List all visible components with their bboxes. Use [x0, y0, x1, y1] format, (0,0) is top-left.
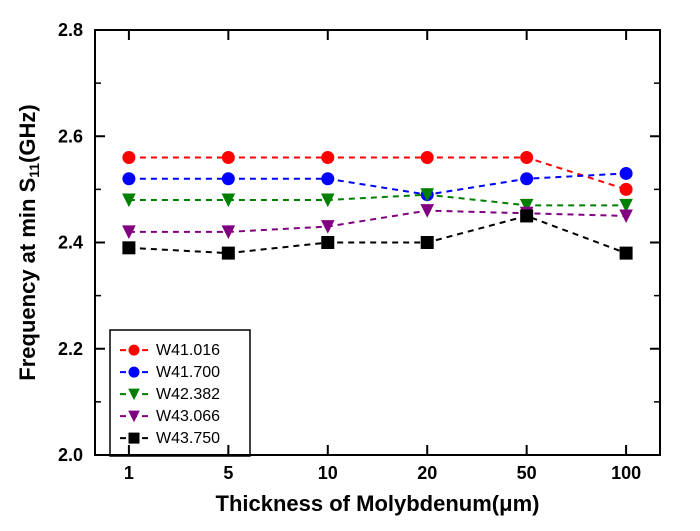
svg-text:2.2: 2.2 — [58, 339, 83, 359]
legend-label: W43.066 — [156, 408, 220, 425]
y-axis-title: Frequency at min S11(GHz) — [15, 104, 42, 380]
legend-item: W41.700 — [120, 364, 220, 381]
chart-svg: 2.0 2.2 2.4 2.6 2.8 1 5 10 20 50 100 Thickness of M… — [0, 0, 700, 531]
series-W43.066 — [123, 205, 632, 238]
series-W43.750 — [123, 210, 632, 259]
svg-text:1: 1 — [124, 463, 134, 483]
legend-item: W43.066 — [120, 408, 220, 425]
legend-item: W42.382 — [120, 386, 220, 403]
series-W41.016 — [123, 152, 632, 196]
svg-text:5: 5 — [223, 463, 233, 483]
series-W42.382 — [123, 189, 632, 212]
svg-text:100: 100 — [611, 463, 641, 483]
legend-label: W43.750 — [156, 430, 220, 447]
svg-text:2.6: 2.6 — [58, 126, 83, 146]
legend-label: W41.700 — [156, 364, 220, 381]
series-W41.700 — [123, 167, 632, 200]
legend-label: W42.382 — [156, 386, 220, 403]
svg-text:20: 20 — [417, 463, 437, 483]
legend-item: W43.750 — [120, 430, 220, 447]
x-axis-title: Thickness of Molybdenum(μm) — [216, 491, 540, 516]
svg-text:2.4: 2.4 — [58, 233, 83, 253]
svg-text:2.8: 2.8 — [58, 20, 83, 40]
svg-text:50: 50 — [517, 463, 537, 483]
chart-container: 2.0 2.2 2.4 2.6 2.8 1 5 10 20 50 100 Thickness of M… — [0, 0, 700, 531]
svg-text:2.0: 2.0 — [58, 445, 83, 465]
legend-item: W41.016 — [120, 342, 220, 359]
legend-label: W41.016 — [156, 342, 220, 359]
svg-text:10: 10 — [318, 463, 338, 483]
